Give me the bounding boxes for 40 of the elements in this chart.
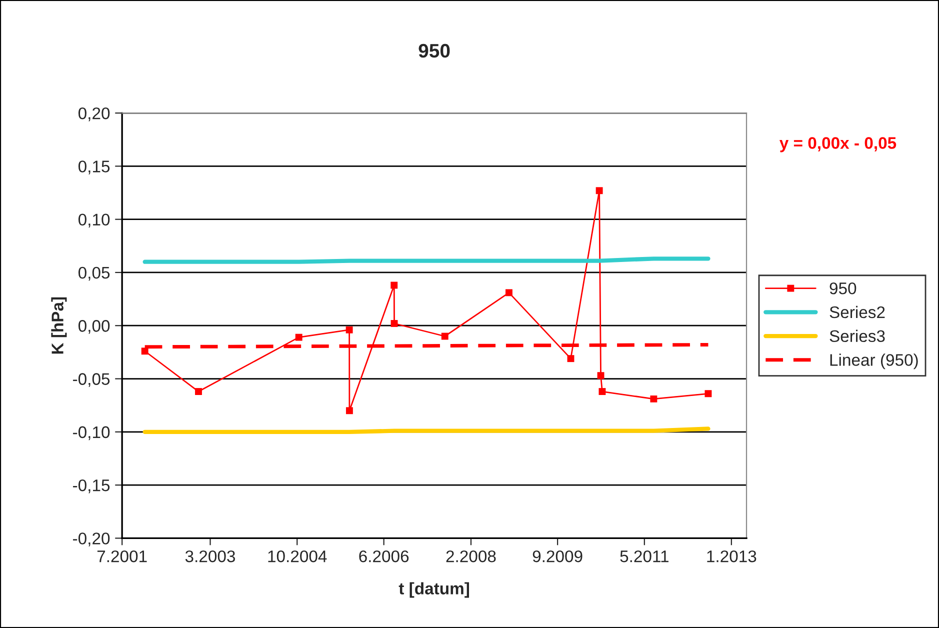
y-tick-label: -0,10 — [73, 426, 110, 440]
y-tick-label: 0,05 — [78, 266, 110, 281]
x-tick-label: 7.2001 — [97, 550, 147, 562]
y-tick-label: 0,20 — [78, 107, 110, 122]
x-tick-label: 2.2008 — [446, 550, 496, 562]
point — [506, 289, 512, 296]
x-tick-label: 9.2009 — [532, 550, 582, 562]
point — [598, 388, 606, 395]
y-tick-label: 0,10 — [78, 214, 110, 228]
chart-title: 950 — [418, 44, 450, 58]
point — [597, 372, 604, 380]
y-tick-label: -0,15 — [73, 479, 110, 494]
legend-label: 950 — [830, 282, 856, 294]
x-tick-label: 6.2006 — [359, 550, 409, 562]
y-tick-label: 0,00 — [78, 320, 110, 334]
x-tick-label: 3.2003 — [185, 550, 235, 562]
point — [295, 334, 302, 341]
y-tick-label: -0,05 — [73, 373, 110, 387]
y-tick-label: 0,15 — [78, 160, 110, 174]
point — [567, 355, 574, 362]
y-tick-label: -0,20 — [73, 532, 110, 546]
point — [650, 395, 658, 402]
legend-label: Linear (950) — [830, 354, 918, 370]
x-tick-label: 1.2013 — [707, 550, 756, 562]
text: y = 0,00x - 0,05 — [780, 137, 896, 152]
point — [390, 320, 398, 327]
point — [704, 390, 712, 398]
legend-label: Series3 — [830, 330, 885, 342]
x-tick-label: 5.2011 — [620, 550, 668, 562]
x-axis-title: t [datum] — [398, 582, 469, 598]
point — [441, 332, 448, 340]
point — [390, 282, 398, 289]
point — [596, 187, 603, 194]
point — [346, 326, 353, 334]
x-tick-label: 10.2004 — [268, 550, 327, 562]
legend-label: Series2 — [830, 306, 885, 318]
y-axis-title: K [hPa] — [51, 297, 67, 354]
point — [346, 407, 353, 414]
point — [141, 348, 148, 355]
point — [195, 388, 202, 395]
